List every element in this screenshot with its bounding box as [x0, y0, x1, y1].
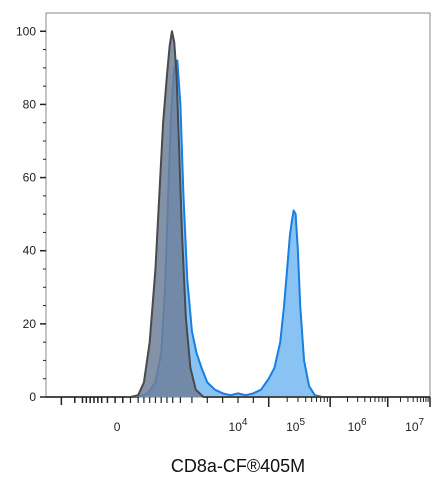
series-0-area	[46, 31, 430, 397]
y-tick-label: 80	[23, 97, 37, 111]
x-axis: 0 104 105 106 107	[60, 397, 431, 434]
x-tick-label: 105	[286, 417, 305, 434]
series-layer	[46, 30, 430, 398]
x-tick-label: 107	[405, 417, 424, 434]
y-tick-label: 40	[23, 244, 37, 258]
x-tick-label: 106	[348, 417, 367, 434]
y-tick-label: 100	[16, 24, 36, 38]
series-1-area	[46, 60, 430, 397]
x-tick-label: 104	[229, 417, 248, 434]
y-tick-label: 60	[23, 171, 37, 185]
y-tick-label: 20	[23, 317, 37, 331]
x-tick-label: 0	[114, 420, 121, 434]
y-axis: 0 20 40 60 80 100	[16, 24, 46, 404]
series-1-line	[46, 59, 430, 398]
x-axis-label: CD8a-CF®405M	[171, 456, 305, 476]
series-0-line	[46, 30, 430, 398]
y-tick-label: 0	[29, 390, 36, 404]
plot-frame	[45, 12, 431, 398]
